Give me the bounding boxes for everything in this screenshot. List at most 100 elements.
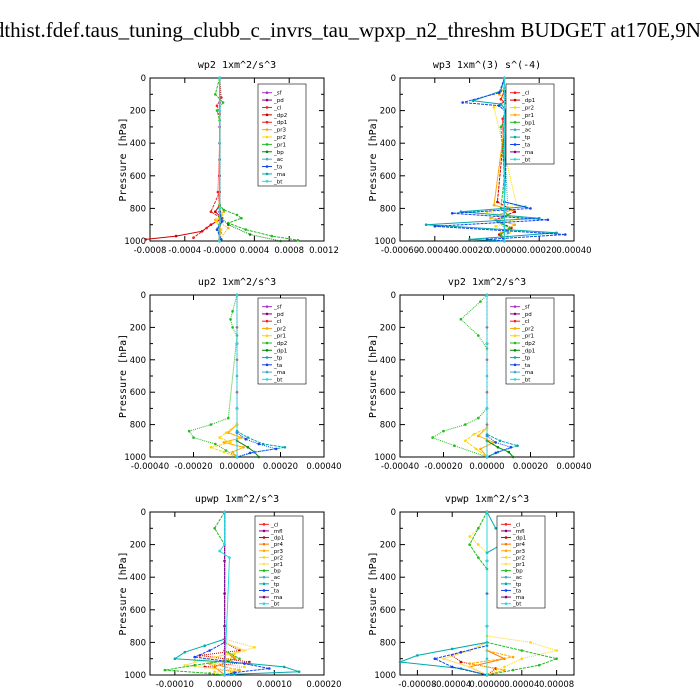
data-point xyxy=(218,141,221,145)
legend-label: _ma xyxy=(512,595,524,601)
legend-label: _ta xyxy=(273,165,282,171)
data-point xyxy=(235,342,239,345)
legend-label: _bp xyxy=(270,569,281,575)
legend-label: _mfl xyxy=(270,529,283,535)
data-point xyxy=(297,670,301,673)
series-dp1 xyxy=(235,293,261,459)
chart-panel-6: vpwp 1xm^2/s^3 Pressure [hPa] 0 200 400 600 80… xyxy=(368,494,575,690)
data-point xyxy=(494,451,498,455)
legend-marker xyxy=(262,562,266,566)
y-tick-label: 200 xyxy=(380,107,396,117)
legend-marker xyxy=(513,158,517,161)
legend-marker xyxy=(265,172,269,176)
legend-label: _tp xyxy=(521,356,531,362)
y-tick-label: 600 xyxy=(130,172,146,182)
x-tick-label: -0.00040 xyxy=(416,246,454,256)
data-point xyxy=(235,455,239,459)
legend-marker xyxy=(513,327,517,330)
legend-marker xyxy=(513,91,517,94)
legend-marker xyxy=(262,542,266,546)
data-point xyxy=(511,668,515,672)
legend-label: _cl xyxy=(273,319,282,325)
series-bt xyxy=(503,76,506,243)
data-point xyxy=(238,657,241,660)
legend-marker xyxy=(262,556,266,559)
panel-title: vpwp 1xm^2/s^3 xyxy=(445,494,529,505)
legend-label: _pr2 xyxy=(512,555,525,561)
y-tick-label: 800 xyxy=(130,204,146,214)
data-point xyxy=(499,233,503,236)
data-point xyxy=(503,239,506,243)
legend-marker xyxy=(513,341,517,345)
series-line xyxy=(441,512,488,676)
data-point xyxy=(461,101,464,104)
legend-marker xyxy=(265,312,269,316)
data-point xyxy=(555,649,558,652)
legend-box xyxy=(505,83,555,165)
data-point xyxy=(233,671,236,674)
data-point xyxy=(468,665,471,669)
data-point xyxy=(416,654,419,657)
data-point xyxy=(243,665,246,669)
legend-marker xyxy=(513,378,517,381)
legend-label: _pr3 xyxy=(270,549,284,555)
data-point xyxy=(248,451,252,455)
data-point xyxy=(235,213,239,217)
legend-label: _pd xyxy=(273,312,284,318)
legend-marker xyxy=(513,98,517,102)
y-tick-label: 1000 xyxy=(374,237,396,247)
data-point xyxy=(450,212,454,215)
y-tick-label: 400 xyxy=(130,573,146,583)
data-point xyxy=(474,447,478,451)
x-tick-label: -0.00020 xyxy=(174,462,212,472)
data-point xyxy=(492,106,496,109)
x-tick-label: -0.00004 xyxy=(433,680,471,690)
legend-label: _cl xyxy=(273,105,282,111)
data-point xyxy=(485,342,489,345)
data-point xyxy=(209,423,213,426)
x-tick-label: -0.00010 xyxy=(156,680,194,690)
legend-label: _pr2 xyxy=(521,106,534,112)
data-point xyxy=(203,644,206,647)
legend-marker xyxy=(504,589,508,592)
legend-label: _cl xyxy=(521,319,530,325)
legend-label: _ma xyxy=(270,595,282,601)
data-point xyxy=(503,665,506,669)
data-point xyxy=(520,657,524,660)
data-point xyxy=(477,416,480,420)
series-bt xyxy=(218,510,231,677)
data-point xyxy=(244,437,247,441)
legend-label: _bt xyxy=(273,179,283,185)
data-point xyxy=(479,300,482,303)
series-line xyxy=(184,512,247,676)
legend-label: _dp1 xyxy=(521,98,535,104)
data-point xyxy=(459,318,463,321)
data-point xyxy=(220,96,223,99)
legend-marker xyxy=(265,120,269,124)
data-point xyxy=(222,450,226,454)
y-tick-label: 600 xyxy=(130,606,146,616)
legend-label: _dp1 xyxy=(270,536,284,542)
data-point xyxy=(209,210,213,213)
series-line xyxy=(221,295,246,458)
legend-marker xyxy=(265,143,269,146)
data-point xyxy=(231,450,234,454)
legend: _cl_mfl_dp1_pr4_pr3_pr2_pr1_bp_ac_tp_ta_… xyxy=(496,515,546,609)
data-point xyxy=(224,431,228,435)
data-point xyxy=(503,668,506,672)
legend-label: _ta xyxy=(512,588,521,594)
legend-label: _pr1 xyxy=(521,334,534,340)
x-tick-label: -0.0004 xyxy=(168,246,201,256)
data-point xyxy=(235,293,239,297)
y-tick-label: 0 xyxy=(141,74,146,84)
data-point xyxy=(485,624,489,628)
legend-marker xyxy=(513,150,517,154)
series-pr1 xyxy=(183,510,247,677)
data-point xyxy=(253,646,256,649)
data-point xyxy=(174,234,178,238)
legend-label: _dp1 xyxy=(521,348,535,354)
data-point xyxy=(244,228,247,231)
legend-marker xyxy=(265,378,269,381)
y-tick-label: 800 xyxy=(130,638,146,648)
data-point xyxy=(268,667,271,670)
